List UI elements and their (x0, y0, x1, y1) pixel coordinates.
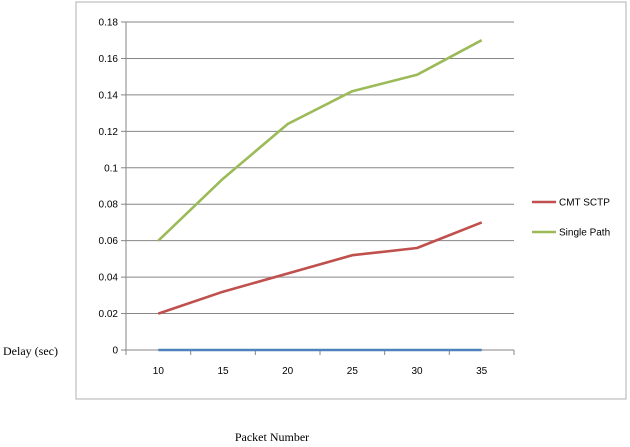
y-axis: 0 0.02 0.04 0.06 0.08 0.1 0.12 0.14 0.16 0.18 (99, 18, 127, 357)
legend-label-cmt-sctp: CMT SCTP (559, 198, 610, 209)
gridlines (126, 21, 514, 351)
x-tick-label: 15 (217, 366, 229, 377)
legend: CMT SCTP Single Path (532, 198, 610, 239)
x-axis: 10 15 20 25 30 35 (125, 350, 515, 377)
y-tick-label: 0.06 (99, 236, 119, 247)
chart-area-border (75, 1, 627, 400)
y-tick-label: 0.14 (99, 90, 119, 101)
series-line-single-path (157, 39, 483, 242)
x-tick-label: 10 (153, 366, 165, 377)
x-tick-label: 30 (411, 366, 423, 377)
y-tick-label: 0.1 (104, 163, 118, 174)
y-tick-label: 0.18 (99, 18, 119, 29)
x-tick-label: 35 (476, 366, 488, 377)
y-tick-label: 0.12 (99, 127, 119, 138)
series-lines (157, 39, 483, 352)
y-axis-title: Delay (sec) (3, 344, 58, 358)
x-tick-label: 20 (282, 366, 294, 377)
y-tick-label: 0.16 (99, 54, 119, 65)
series-line-cmt-sctp (157, 221, 483, 315)
y-tick-label: 0.02 (99, 309, 119, 320)
x-axis-title: Packet Number (235, 430, 309, 444)
x-tick-label: 25 (347, 366, 359, 377)
y-tick-label: 0.08 (99, 200, 119, 211)
y-tick-label: 0.04 (99, 273, 119, 284)
y-tick-label: 0 (112, 346, 118, 357)
legend-label-single-path: Single Path (559, 228, 610, 239)
